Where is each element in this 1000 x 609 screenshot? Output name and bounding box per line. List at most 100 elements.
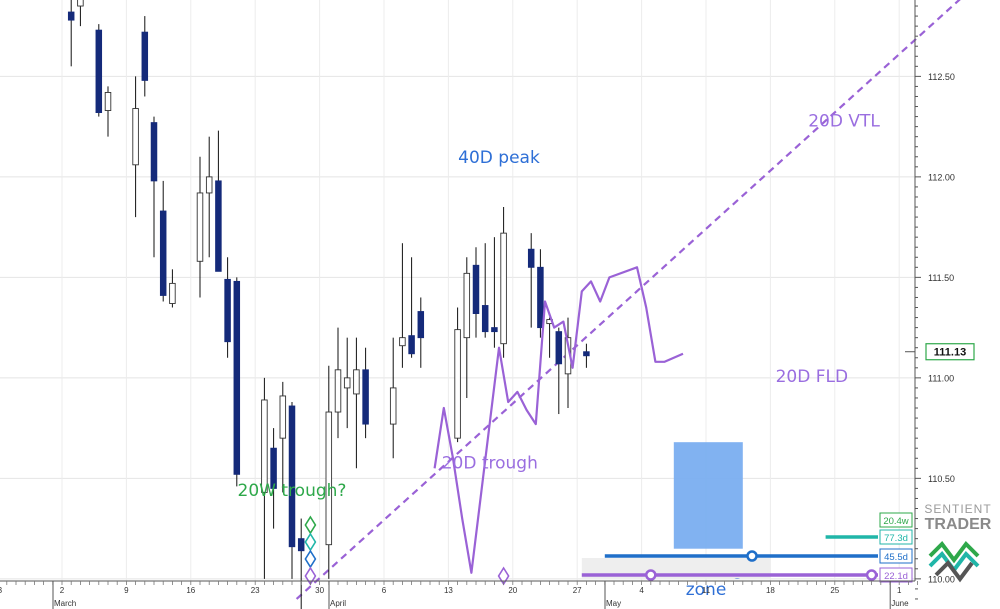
candles-layer bbox=[67, 0, 590, 609]
candle bbox=[261, 377, 268, 579]
cycle-bar-label-box bbox=[879, 512, 913, 528]
candle-body bbox=[353, 369, 360, 395]
current-price-box bbox=[925, 343, 975, 361]
candle bbox=[417, 297, 425, 368]
logo-mark-gray bbox=[934, 559, 974, 583]
candle-body bbox=[399, 337, 406, 347]
candle bbox=[132, 76, 139, 218]
y-tick-label: 110.50 bbox=[928, 474, 955, 484]
candle bbox=[555, 327, 563, 415]
current-price-label: 111.13 bbox=[934, 347, 966, 359]
candle-body bbox=[334, 369, 342, 413]
month-label: March bbox=[54, 599, 76, 608]
candle-body bbox=[491, 327, 498, 333]
candle-body bbox=[132, 108, 139, 166]
x-tick-label: 18 bbox=[766, 586, 775, 595]
candle bbox=[546, 317, 553, 358]
candle bbox=[472, 247, 480, 338]
cycle-bar-dot bbox=[746, 550, 758, 562]
candle-body bbox=[104, 92, 112, 111]
annotation-label: 20D VTL bbox=[808, 112, 880, 132]
candle bbox=[353, 337, 360, 469]
candle bbox=[399, 243, 406, 368]
x-tick-label: 6 bbox=[382, 586, 387, 595]
candle-body bbox=[159, 210, 167, 296]
candle-body bbox=[583, 351, 590, 357]
candle bbox=[527, 233, 535, 328]
candle-body bbox=[224, 278, 231, 343]
candle bbox=[279, 381, 287, 493]
cycle-bar-label: 45.5d bbox=[884, 552, 908, 563]
x-tick-label: 4 bbox=[639, 586, 644, 595]
projection-band bbox=[581, 558, 771, 578]
x-tick-label: 13 bbox=[444, 586, 453, 595]
candle bbox=[334, 327, 342, 439]
candle-body bbox=[454, 329, 461, 439]
candle bbox=[583, 343, 590, 368]
candle-body bbox=[150, 122, 158, 182]
cycle-bar-dot bbox=[645, 569, 657, 581]
trough-zone-layer bbox=[673, 442, 743, 549]
candle bbox=[270, 428, 277, 529]
x-tick-label: 1 bbox=[897, 586, 902, 595]
x-tick-label: 30 bbox=[315, 586, 324, 595]
cycle-bar-label: 22.1d bbox=[884, 571, 908, 582]
candle bbox=[169, 269, 176, 308]
candle-body bbox=[270, 447, 277, 489]
y-tick-label: 112.00 bbox=[928, 172, 955, 182]
candle bbox=[325, 365, 333, 579]
candle-body bbox=[408, 335, 415, 355]
candle bbox=[95, 24, 103, 117]
candle bbox=[389, 337, 397, 459]
cycle-bar-label-box bbox=[879, 567, 913, 583]
candle-body bbox=[472, 264, 480, 314]
cycle-bar-label: 20.4w bbox=[883, 516, 908, 527]
candle-body bbox=[77, 0, 84, 7]
candle bbox=[159, 180, 167, 302]
candle-body bbox=[417, 311, 425, 339]
candle-body bbox=[500, 232, 507, 345]
candle bbox=[481, 243, 489, 338]
annotation-label: 20D trough bbox=[442, 453, 538, 473]
candle-body bbox=[169, 282, 176, 304]
candle bbox=[150, 116, 158, 258]
cycle-trough-marker bbox=[304, 532, 317, 552]
fld-layer bbox=[433, 266, 684, 574]
candle bbox=[141, 16, 149, 97]
annotation-label: 40D peak bbox=[458, 148, 540, 168]
vtl-layer bbox=[295, 0, 961, 600]
candle-body bbox=[215, 180, 222, 272]
y-tick-label: 110.00 bbox=[928, 574, 955, 584]
x-tick-label: 23 bbox=[251, 586, 260, 595]
candle-body bbox=[95, 29, 103, 114]
x-tick-label: 16 bbox=[186, 586, 195, 595]
candle bbox=[343, 337, 351, 429]
candle-body bbox=[141, 31, 149, 81]
x-tick-label: 25 bbox=[830, 586, 839, 595]
x-axis: 23 2 9 16 23 30 6 13 20 27 4 11 18 25 1 March April May Ju… bbox=[0, 580, 918, 609]
annotation-label: 20W trough? bbox=[238, 481, 347, 501]
cycle-trough-marker bbox=[304, 515, 317, 535]
candle bbox=[215, 130, 222, 272]
candle bbox=[104, 86, 112, 137]
candle bbox=[205, 136, 213, 258]
annotation-label: zone bbox=[686, 580, 727, 600]
candle bbox=[297, 518, 305, 609]
fld-20d-line bbox=[433, 266, 684, 574]
candle bbox=[233, 277, 241, 487]
candle-body bbox=[362, 369, 369, 425]
candle-body bbox=[463, 272, 471, 339]
month-label: June bbox=[891, 599, 909, 608]
y-tick-label: 111.50 bbox=[928, 273, 954, 283]
candle-body bbox=[205, 176, 213, 194]
y-tick-label: 112.50 bbox=[928, 72, 955, 82]
cycle-trough-marker bbox=[304, 549, 317, 569]
y-tick-label: 111.00 bbox=[928, 373, 954, 383]
candle-body bbox=[537, 266, 544, 329]
x-tick-label: 2 bbox=[60, 586, 65, 595]
logo-text-line1: SENTIENT bbox=[924, 502, 991, 516]
trough-zone-40d bbox=[673, 442, 743, 549]
candle bbox=[362, 347, 369, 439]
